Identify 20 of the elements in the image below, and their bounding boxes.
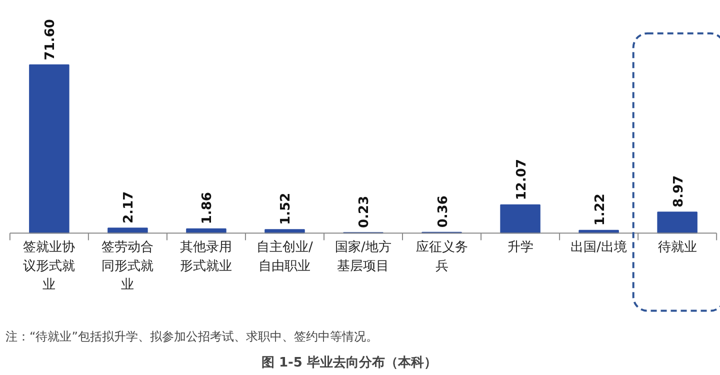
data-label: 1.52 bbox=[278, 192, 294, 225]
x-tick-label: 出国/出境 bbox=[570, 239, 627, 256]
data-label: 0.36 bbox=[436, 196, 451, 228]
text: 注：“待就业”包括拟升学、拟参加公招考试、求职中、签约中等情况。 bbox=[6, 330, 378, 344]
text: 图 1-5 毕业去向分布（本科） bbox=[261, 356, 437, 370]
data-label: 1.22 bbox=[592, 194, 608, 226]
x-tick-label: 自主创业/自由职业 bbox=[256, 239, 314, 274]
x-tick-label: 升学 bbox=[507, 240, 534, 256]
data-label: 12.07 bbox=[514, 158, 530, 200]
data-label: 0.23 bbox=[357, 196, 372, 228]
x-tick-label: 待就业 bbox=[658, 240, 697, 256]
x-tick-label: 签就业协议形式就业 bbox=[23, 240, 76, 293]
x-tick-label: 签劳动合同形式就业 bbox=[102, 240, 154, 293]
data-label: 71.60 bbox=[43, 19, 58, 60]
x-tick-label: 应征义务兵 bbox=[416, 239, 468, 274]
x-tick-label: 其他录用形式就业 bbox=[180, 240, 232, 274]
x-tick-label: 国家/地方基层项目 bbox=[335, 239, 392, 274]
data-label: 2.17 bbox=[122, 191, 137, 224]
data-label: 8.97 bbox=[671, 175, 686, 208]
data-label: 1.86 bbox=[200, 192, 216, 224]
